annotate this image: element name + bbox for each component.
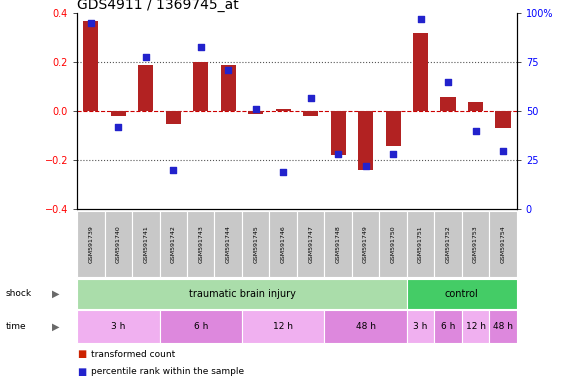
- Bar: [462, 211, 489, 277]
- Point: [361, 163, 370, 169]
- Bar: [324, 211, 352, 277]
- Point: [471, 128, 480, 134]
- Point: [388, 151, 397, 157]
- Bar: [489, 211, 517, 277]
- Bar: [111, 111, 126, 116]
- Point: [279, 169, 288, 175]
- Bar: [220, 65, 236, 111]
- Bar: [435, 310, 462, 343]
- Bar: [407, 279, 517, 308]
- Bar: [187, 211, 215, 277]
- Text: 6 h: 6 h: [441, 322, 455, 331]
- Text: GSM591740: GSM591740: [116, 225, 121, 263]
- Text: GSM591741: GSM591741: [143, 225, 148, 263]
- Bar: [435, 211, 462, 277]
- Text: GSM591743: GSM591743: [198, 225, 203, 263]
- Bar: [379, 211, 407, 277]
- Bar: [77, 211, 104, 277]
- Bar: [468, 101, 483, 111]
- Point: [141, 53, 150, 60]
- Point: [86, 20, 95, 26]
- Bar: [242, 211, 270, 277]
- Text: 12 h: 12 h: [465, 322, 485, 331]
- Bar: [407, 211, 435, 277]
- Text: 6 h: 6 h: [194, 322, 208, 331]
- Text: ■: ■: [77, 349, 86, 359]
- Text: 3 h: 3 h: [413, 322, 428, 331]
- Text: GSM591752: GSM591752: [445, 225, 451, 263]
- Bar: [242, 310, 324, 343]
- Text: control: control: [445, 289, 478, 299]
- Text: shock: shock: [6, 289, 32, 298]
- Text: ■: ■: [77, 366, 86, 377]
- Bar: [385, 111, 401, 146]
- Text: 12 h: 12 h: [273, 322, 293, 331]
- Bar: [407, 310, 435, 343]
- Bar: [159, 310, 242, 343]
- Point: [196, 44, 206, 50]
- Point: [251, 106, 260, 113]
- Bar: [138, 65, 154, 111]
- Bar: [358, 111, 373, 170]
- Point: [416, 16, 425, 22]
- Bar: [352, 211, 379, 277]
- Text: 48 h: 48 h: [356, 322, 376, 331]
- Text: ▶: ▶: [52, 321, 60, 331]
- Text: GSM591754: GSM591754: [501, 225, 505, 263]
- Text: transformed count: transformed count: [91, 350, 176, 359]
- Bar: [159, 211, 187, 277]
- Bar: [77, 310, 159, 343]
- Bar: [303, 111, 318, 116]
- Bar: [276, 109, 291, 111]
- Text: 3 h: 3 h: [111, 322, 126, 331]
- Point: [306, 94, 315, 101]
- Text: GDS4911 / 1369745_at: GDS4911 / 1369745_at: [77, 0, 239, 12]
- Bar: [193, 62, 208, 111]
- Bar: [413, 33, 428, 111]
- Bar: [489, 310, 517, 343]
- Text: GSM591746: GSM591746: [281, 225, 286, 263]
- Text: percentile rank within the sample: percentile rank within the sample: [91, 367, 244, 376]
- Bar: [297, 211, 324, 277]
- Bar: [132, 211, 159, 277]
- Bar: [331, 111, 345, 156]
- Point: [224, 67, 233, 73]
- Bar: [462, 310, 489, 343]
- Text: GSM591739: GSM591739: [89, 225, 93, 263]
- Text: 48 h: 48 h: [493, 322, 513, 331]
- Text: GSM591750: GSM591750: [391, 225, 396, 263]
- Point: [168, 167, 178, 173]
- Point: [444, 79, 453, 85]
- Text: GSM591744: GSM591744: [226, 225, 231, 263]
- Text: GSM591742: GSM591742: [171, 225, 176, 263]
- Bar: [77, 279, 407, 308]
- Point: [114, 124, 123, 130]
- Point: [498, 147, 508, 154]
- Bar: [104, 211, 132, 277]
- Bar: [215, 211, 242, 277]
- Bar: [270, 211, 297, 277]
- Bar: [83, 21, 98, 111]
- Bar: [440, 97, 456, 111]
- Text: GSM591748: GSM591748: [336, 225, 341, 263]
- Bar: [166, 111, 181, 124]
- Text: GSM591751: GSM591751: [418, 225, 423, 263]
- Text: GSM591753: GSM591753: [473, 225, 478, 263]
- Point: [333, 151, 343, 157]
- Text: traumatic brain injury: traumatic brain injury: [188, 289, 295, 299]
- Bar: [496, 111, 510, 129]
- Text: GSM591747: GSM591747: [308, 225, 313, 263]
- Text: ▶: ▶: [52, 289, 60, 299]
- Text: GSM591745: GSM591745: [253, 225, 258, 263]
- Bar: [324, 310, 407, 343]
- Text: time: time: [6, 322, 26, 331]
- Text: GSM591749: GSM591749: [363, 225, 368, 263]
- Bar: [248, 111, 263, 114]
